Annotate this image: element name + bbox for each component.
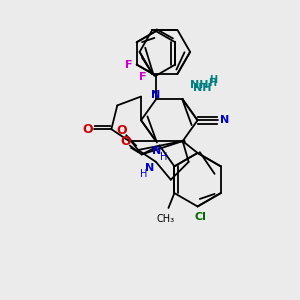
- Text: H: H: [208, 78, 216, 88]
- Text: F: F: [125, 59, 132, 70]
- Text: N: N: [220, 115, 229, 125]
- Text: H: H: [140, 169, 148, 179]
- Text: NH: NH: [190, 80, 208, 90]
- Text: CH₃: CH₃: [156, 214, 175, 224]
- Text: H: H: [209, 75, 217, 85]
- Text: O: O: [116, 124, 127, 137]
- Text: N: N: [146, 163, 154, 173]
- Text: N: N: [152, 146, 161, 157]
- Text: O: O: [120, 135, 131, 148]
- Text: F: F: [139, 72, 146, 82]
- Text: NH: NH: [193, 82, 212, 93]
- Text: O: O: [82, 123, 93, 136]
- Text: Cl: Cl: [195, 212, 206, 222]
- Text: N: N: [151, 90, 160, 100]
- Text: H: H: [160, 152, 168, 162]
